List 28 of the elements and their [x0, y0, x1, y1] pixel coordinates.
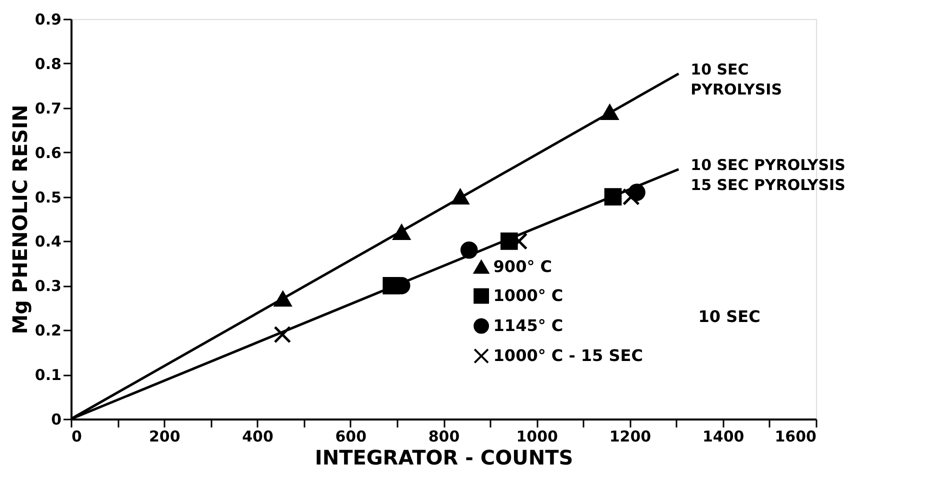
x-tick-label: 1400: [702, 428, 744, 446]
y-tick-label: 0.9: [34, 10, 62, 28]
x-tick-label: 600: [335, 428, 367, 446]
y-tick-label: 0.3: [34, 277, 62, 296]
legend-label: 1000° C - 15 SEC: [493, 346, 643, 365]
y-tick-label: 0.5: [34, 188, 62, 206]
y-tick-label: 0.4: [34, 232, 62, 251]
legend-label: 1000° C: [493, 286, 564, 305]
y-tick-label: 0.1: [34, 366, 62, 384]
y-tick-label: 0.7: [34, 99, 62, 118]
annotation: 10 SEC PYROLYSIS: [690, 60, 782, 99]
x-tick-label: 1200: [609, 428, 652, 446]
y-tick-label: 0.2: [34, 322, 62, 340]
x-axis-title: INTEGRATOR - COUNTS: [314, 446, 574, 470]
legend-label: 1145° C: [493, 316, 564, 335]
y-tick-label: 0: [51, 410, 62, 428]
legend-label: 900° C: [493, 257, 552, 276]
x-tick-label: 1000: [516, 428, 558, 446]
y-tick-label: 0.8: [34, 54, 62, 73]
annotation: 10 SEC: [698, 307, 760, 326]
x-tick-label: 400: [242, 428, 274, 446]
x-tick-label: 200: [148, 428, 180, 446]
x-tick-label: 1600: [774, 428, 816, 446]
y-axis-title: Mg PHENOLIC RESIN: [8, 104, 32, 334]
x-tick-label: 0: [72, 428, 82, 446]
y-tick-label: 0.6: [34, 144, 62, 162]
annotation: 10 SEC PYROLYSIS 15 SEC PYROLYSIS: [690, 156, 846, 194]
x-tick-label: 800: [428, 428, 460, 446]
